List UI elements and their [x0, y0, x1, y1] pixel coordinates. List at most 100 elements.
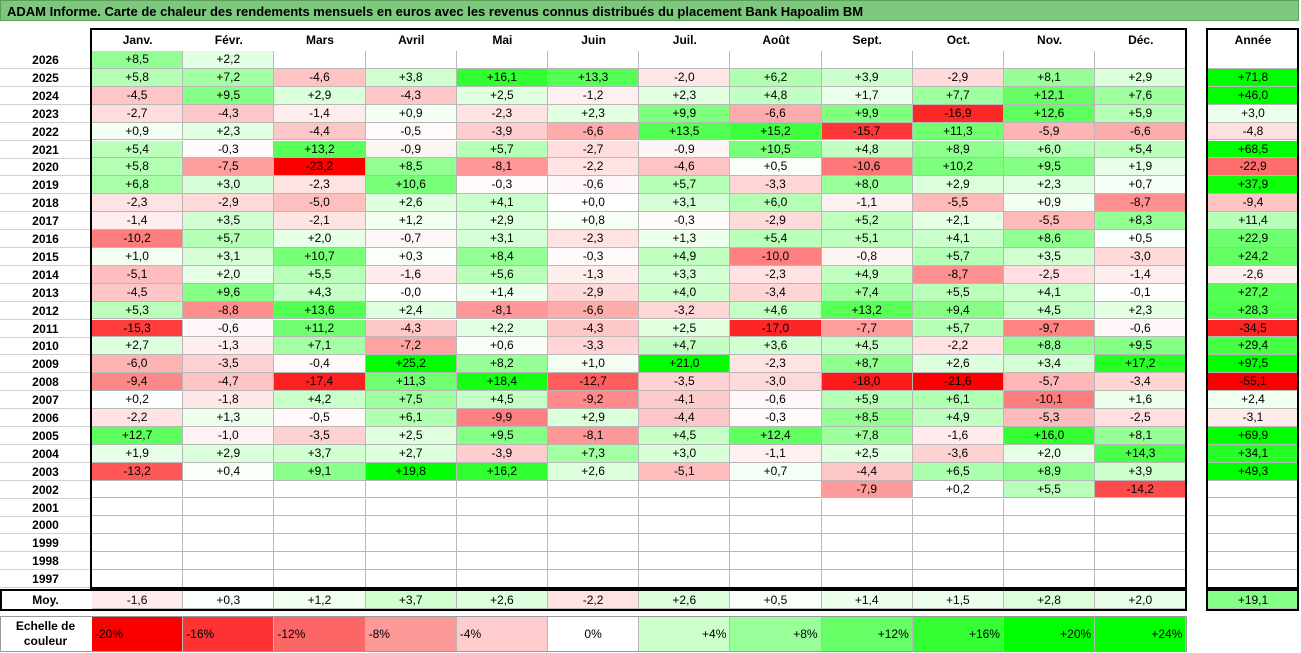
heatmap-cell: +7,4 — [821, 283, 913, 302]
year-label: 2022 — [0, 123, 91, 141]
heatmap-cell: -5,9 — [1004, 122, 1096, 141]
year-label: 2007 — [0, 391, 91, 410]
heatmap-cell — [274, 51, 366, 69]
heatmap-cell: +2,1 — [912, 212, 1004, 230]
heatmap-cell: -2,3 — [730, 265, 822, 284]
heatmap-cell: -7,7 — [821, 319, 913, 338]
heatmap-cell: -3,3 — [730, 176, 822, 195]
heatmap-cell — [821, 570, 913, 588]
heatmap-cell — [183, 516, 275, 535]
heatmap-cell: -1,1 — [821, 194, 913, 213]
heatmap-cell: -3,9 — [456, 122, 548, 141]
heatmap-cell: -4,3 — [365, 319, 457, 338]
annual-cell: +29,4 — [1208, 337, 1298, 356]
heatmap-cell: +5,4 — [1095, 140, 1187, 159]
heatmap-cell: -4,1 — [639, 391, 731, 409]
heatmap-cell — [730, 552, 822, 571]
heatmap-cell — [274, 570, 366, 588]
color-scale-swatch: +16% — [912, 617, 1004, 651]
heatmap-cell: +9,5 — [1004, 158, 1096, 177]
heatmap-cell: -2,2 — [912, 337, 1004, 356]
average-label: Moy. — [32, 593, 59, 607]
heatmap-cell: +2,9 — [1095, 68, 1187, 87]
heatmap-cell: +2,3 — [1095, 301, 1187, 320]
heatmap-cell — [365, 534, 457, 553]
heatmap-cell — [92, 498, 184, 517]
heatmap-cell: +1,4 — [456, 283, 548, 302]
heatmap-cell: +2,6 — [365, 194, 457, 213]
heatmap-cell: +0,3 — [365, 247, 457, 266]
color-scale-swatch: +12% — [821, 617, 913, 651]
heatmap-cell: -5,1 — [639, 462, 731, 481]
heatmap-cell: +0,9 — [92, 122, 184, 141]
heatmap-cell: -0,3 — [639, 212, 731, 230]
heatmap-cell: -2,9 — [183, 194, 275, 213]
year-label: 2004 — [0, 445, 91, 463]
heatmap-cell: +13,6 — [274, 301, 366, 320]
heatmap-cell: -9,7 — [1004, 319, 1096, 338]
heatmap-cell: -0,3 — [183, 140, 275, 159]
heatmap-cell: -0,7 — [365, 230, 457, 248]
heatmap-cell: +3,1 — [639, 194, 731, 213]
color-scale-swatch: +4% — [639, 617, 731, 651]
heatmap-cell: +4,3 — [274, 283, 366, 302]
heatmap-cell: -4,3 — [548, 319, 640, 338]
heatmap-cell — [1095, 552, 1187, 571]
color-scale-swatch: -8% — [365, 617, 457, 651]
heatmap-cell: +2,9 — [912, 176, 1004, 195]
heatmap-cell: -3,0 — [730, 373, 822, 392]
heatmap-cell: +0,8 — [548, 212, 640, 230]
average-cell: +1,5 — [912, 591, 1004, 609]
heatmap-cell: -1,0 — [183, 426, 275, 445]
heatmap-cell: -16,9 — [912, 104, 1004, 123]
heatmap-cell: +3,4 — [1004, 355, 1096, 374]
heatmap-cell: +2,7 — [92, 337, 184, 356]
heatmap-cell: +2,0 — [183, 265, 275, 284]
heatmap-cell: +7,1 — [274, 337, 366, 356]
heatmap-cell: -5,1 — [92, 265, 184, 284]
heatmap-cell: -2,7 — [92, 104, 184, 123]
heatmap-cell: -4,5 — [92, 283, 184, 302]
annual-cell — [1208, 570, 1298, 588]
heatmap-cell: +12,1 — [1004, 86, 1096, 105]
heatmap-cell: -9,2 — [548, 391, 640, 409]
heatmap-cell — [274, 552, 366, 571]
month-header: Août — [762, 33, 790, 47]
heatmap-cell: +4,9 — [821, 265, 913, 284]
heatmap-cell — [456, 480, 548, 499]
scale-label: Echelle de couleur — [15, 619, 76, 648]
annual-cell: -3,1 — [1208, 409, 1298, 427]
heatmap-cell: +2,5 — [639, 319, 731, 338]
heatmap-cell: +5,8 — [92, 68, 184, 87]
heatmap-cell: +5,7 — [639, 176, 731, 195]
heatmap-cell: +1,0 — [548, 355, 640, 374]
heatmap-cell — [365, 51, 457, 69]
average-cell: -2,2 — [548, 591, 640, 609]
heatmap-cell — [821, 51, 913, 69]
month-header: Avril — [398, 33, 425, 47]
annual-cell: -2,6 — [1208, 265, 1298, 284]
heatmap-cell: -2,9 — [912, 68, 1004, 87]
heatmap-cell — [456, 51, 548, 69]
heatmap-cell: -2,1 — [274, 212, 366, 230]
annual-cell: +27,2 — [1208, 283, 1298, 302]
heatmap-cell: -5,5 — [1004, 212, 1096, 230]
heatmap-cell — [456, 570, 548, 588]
heatmap-cell: +5,5 — [274, 265, 366, 284]
heatmap-cell: +2,0 — [1004, 444, 1096, 463]
average-cell: +0,5 — [730, 591, 822, 609]
heatmap-cell: -15,3 — [92, 319, 184, 338]
heatmap-cell — [912, 570, 1004, 588]
heatmap-cell: -3,6 — [912, 444, 1004, 463]
heatmap-cell: +2,3 — [548, 104, 640, 123]
heatmap-cell: -0,9 — [365, 140, 457, 159]
color-scale-swatch: -20% — [92, 617, 184, 651]
heatmap-cell — [92, 516, 184, 535]
heatmap-cell: -5,5 — [912, 194, 1004, 213]
heatmap-cell — [1095, 516, 1187, 535]
month-header: Nov. — [1037, 33, 1063, 47]
month-header: Sept. — [852, 33, 882, 47]
heatmap-cell: +13,3 — [548, 68, 640, 87]
heatmap-cell: +5,2 — [821, 212, 913, 230]
average-annual-cell: +19,1 — [1208, 591, 1298, 609]
